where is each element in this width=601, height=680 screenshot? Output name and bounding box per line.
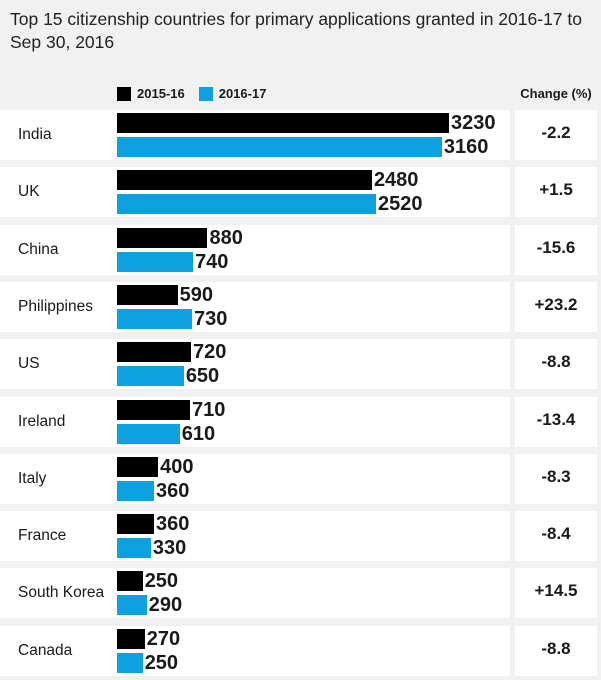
bar-2015-16 <box>117 457 159 477</box>
legend-swatch <box>117 86 131 101</box>
data-label: 360 <box>156 513 190 535</box>
data-label: 720 <box>193 341 227 363</box>
data-label: 3160 <box>443 136 489 158</box>
data-label: 2520 <box>378 193 423 215</box>
category-label: UK <box>18 183 40 200</box>
row-ireland: Ireland 710 610 <box>0 397 510 447</box>
category-label: South Korea <box>18 584 105 601</box>
data-label: 250 <box>144 570 179 592</box>
bar-2015-16 <box>117 285 178 305</box>
category-label: Canada <box>18 642 73 659</box>
data-label: 3230 <box>451 112 496 134</box>
category-label: US <box>18 355 40 372</box>
data-label: 880 <box>209 227 243 249</box>
data-label: 740 <box>195 251 229 273</box>
legend-item-2015-16: 2015-16 <box>117 86 185 101</box>
data-label: 710 <box>191 399 226 421</box>
bar-2016-17 <box>117 252 194 272</box>
category-label: France <box>18 527 67 544</box>
bar-2016-17 <box>117 481 154 501</box>
category-label: China <box>18 241 59 258</box>
change-value: +1.5 <box>515 167 597 217</box>
bar-2015-16 <box>117 400 190 420</box>
data-label: 730 <box>194 308 228 330</box>
change-value: +23.2 <box>515 282 597 332</box>
bar-2016-17 <box>117 366 184 386</box>
row-france: France 360 330 <box>0 511 510 561</box>
bar-2015-16 <box>117 571 143 591</box>
bar-2015-16 <box>117 629 145 649</box>
bar-2016-17 <box>117 309 193 329</box>
bar-2016-17 <box>117 538 151 558</box>
data-label: 650 <box>185 365 220 387</box>
row-italy: Italy 400 360 <box>0 454 510 504</box>
bar-2016-17 <box>117 424 180 444</box>
change-header: Change (%) <box>520 86 592 101</box>
legend: 2015-16 2016-17 <box>117 86 280 101</box>
bar-2016-17 <box>117 595 147 615</box>
change-value: -8.8 <box>515 339 597 389</box>
data-label: 400 <box>160 456 194 478</box>
data-label: 610 <box>181 423 216 445</box>
legend-item-2016-17: 2016-17 <box>198 86 267 101</box>
change-value: -8.3 <box>515 454 597 504</box>
data-label: 2480 <box>373 169 419 191</box>
bar-2016-17 <box>117 137 442 157</box>
category-label: Italy <box>18 470 47 487</box>
row-uk: UK 2480 2520 <box>0 167 510 217</box>
bar-2016-17 <box>117 194 377 214</box>
legend-label: 2016-17 <box>218 86 267 101</box>
bar-2015-16 <box>117 228 208 248</box>
change-value: -2.2 <box>515 110 597 160</box>
data-label: 360 <box>156 480 190 502</box>
row-china: China 880 740 <box>0 225 510 275</box>
data-label: 270 <box>146 628 181 650</box>
row-us: US 720 650 <box>0 339 510 389</box>
row-canada: Canada 270 250 <box>0 626 510 676</box>
row-south-korea: South Korea 250 290 <box>0 568 510 618</box>
data-label: 590 <box>179 284 214 306</box>
change-value: -13.4 <box>515 397 597 447</box>
bar-2015-16 <box>117 342 192 362</box>
category-label: India <box>18 126 52 143</box>
legend-swatch <box>198 86 213 101</box>
data-label: 330 <box>152 537 187 559</box>
row-philippines: Philippines 590 730 <box>0 282 510 332</box>
legend-label: 2015-16 <box>137 86 185 101</box>
change-value: -15.6 <box>515 225 597 275</box>
chart-title: Top 15 citizenship countries for primary… <box>10 9 582 52</box>
change-value: +14.5 <box>515 568 597 618</box>
change-value: -8.4 <box>515 511 597 561</box>
bar-2016-17 <box>117 653 143 673</box>
category-label: Ireland <box>18 413 66 430</box>
row-india: India 3230 3160 <box>0 110 510 160</box>
data-label: 250 <box>144 652 179 674</box>
bar-2015-16 <box>117 170 372 190</box>
bar-2015-16 <box>117 514 154 534</box>
data-label: 290 <box>148 594 183 616</box>
change-value: -8.8 <box>515 626 597 676</box>
bar-2015-16 <box>117 113 450 133</box>
category-label: Philippines <box>18 298 93 315</box>
